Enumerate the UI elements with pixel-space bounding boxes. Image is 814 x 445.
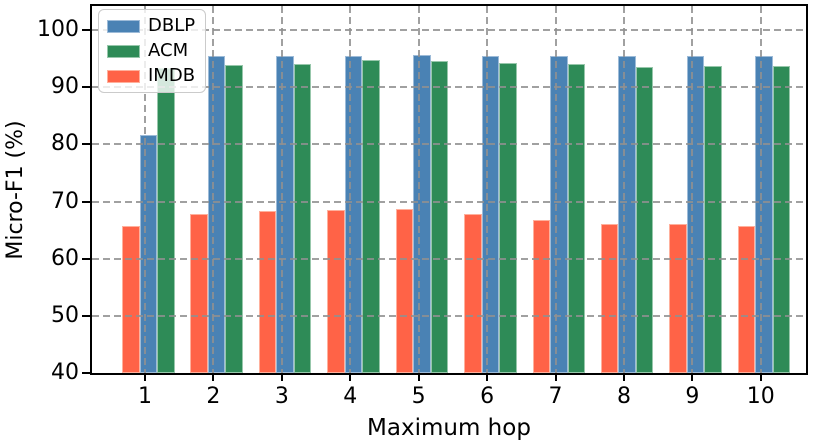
ytick-mark-50 [82,314,90,317]
xtick-mark-4 [349,373,352,381]
bar-dblp-hop2 [207,56,226,373]
ytick-mark-60 [82,257,90,260]
bar-dblp-hop3 [276,55,294,373]
bar-acm-hop3 [293,63,312,373]
ytick-mark-70 [82,200,90,203]
bar-imdb-hop6 [464,213,482,373]
xtick-label-5: 5 [411,384,426,409]
bar-imdb-hop10 [737,225,756,373]
ytick-mark-100 [82,29,90,31]
bar-dblp-hop9 [686,55,705,373]
bar-acm-hop4 [362,60,380,373]
xtick-mark-7 [554,373,557,381]
xtick-mark-8 [622,373,625,381]
bar-imdb-hop1 [122,225,140,373]
bar-acm-hop6 [499,62,517,373]
bar-imdb-hop3 [258,211,277,373]
bar-acm-hop7 [567,63,586,373]
xtick-mark-5 [417,373,420,381]
ytick-mark-80 [82,143,90,146]
ytick-mark-40 [82,372,90,374]
xtick-mark-1 [144,373,146,381]
bar-dblp-hop8 [618,55,636,373]
bar-imdb-hop8 [600,223,619,373]
xtick-label-3: 3 [274,384,289,409]
bars-layer [92,6,806,373]
xtick-label-2: 2 [206,384,221,409]
xtick-label-8: 8 [616,384,631,409]
xtick-label-4: 4 [343,384,358,409]
ytick-label-50: 50 [51,302,79,328]
xtick-label-1: 1 [138,384,152,409]
xtick-mark-3 [280,373,283,381]
bar-dblp-hop1 [139,134,157,373]
ytick-label-80: 80 [51,131,79,157]
legend-item-dblp: DBLP [107,16,195,36]
bar-acm-hop9 [704,66,722,373]
plot-area: DBLP ACM IMDB [90,4,808,375]
bar-dblp-hop4 [344,55,363,373]
bar-imdb-hop7 [532,220,551,373]
legend-item-imdb: IMDB [107,66,195,86]
ytick-label-40: 40 [51,360,79,385]
bar-acm-hop10 [772,66,791,373]
xtick-mark-6 [486,373,489,381]
ytick-label-90: 90 [51,74,79,100]
legend-swatch-dblp [107,19,140,33]
bar-acm-hop8 [635,67,654,373]
legend: DBLP ACM IMDB [98,9,207,93]
xtick-label-9: 9 [685,384,700,409]
xtick-label-7: 7 [548,384,563,409]
xtick-mark-10 [759,373,762,381]
bar-imdb-hop5 [395,208,414,373]
bar-dblp-hop6 [481,55,500,373]
bar-acm-hop5 [430,61,449,373]
bar-dblp-hop7 [550,56,568,373]
bar-acm-hop2 [225,64,243,373]
legend-swatch-imdb [107,69,140,83]
bar-dblp-hop5 [413,55,431,373]
legend-item-acm: ACM [107,41,195,61]
xtick-label-10: 10 [746,384,775,409]
ytick-label-100: 100 [37,17,79,42]
legend-swatch-acm [107,44,140,58]
bar-dblp-hop10 [755,56,773,373]
ytick-label-60: 60 [51,245,79,271]
legend-label-imdb: IMDB [148,65,196,86]
bar-acm-hop1 [157,68,175,373]
xtick-mark-2 [212,373,215,381]
bar-imdb-hop4 [327,210,345,373]
legend-label-dblp: DBLP [148,15,196,36]
bar-imdb-hop9 [669,223,687,373]
bar-imdb-hop2 [190,213,208,373]
xtick-label-6: 6 [480,384,495,409]
legend-label-acm: ACM [148,40,189,61]
x-axis-label: Maximum hop [367,415,531,441]
ytick-mark-90 [82,86,90,89]
xtick-mark-9 [691,373,694,381]
ytick-label-70: 70 [51,188,79,214]
